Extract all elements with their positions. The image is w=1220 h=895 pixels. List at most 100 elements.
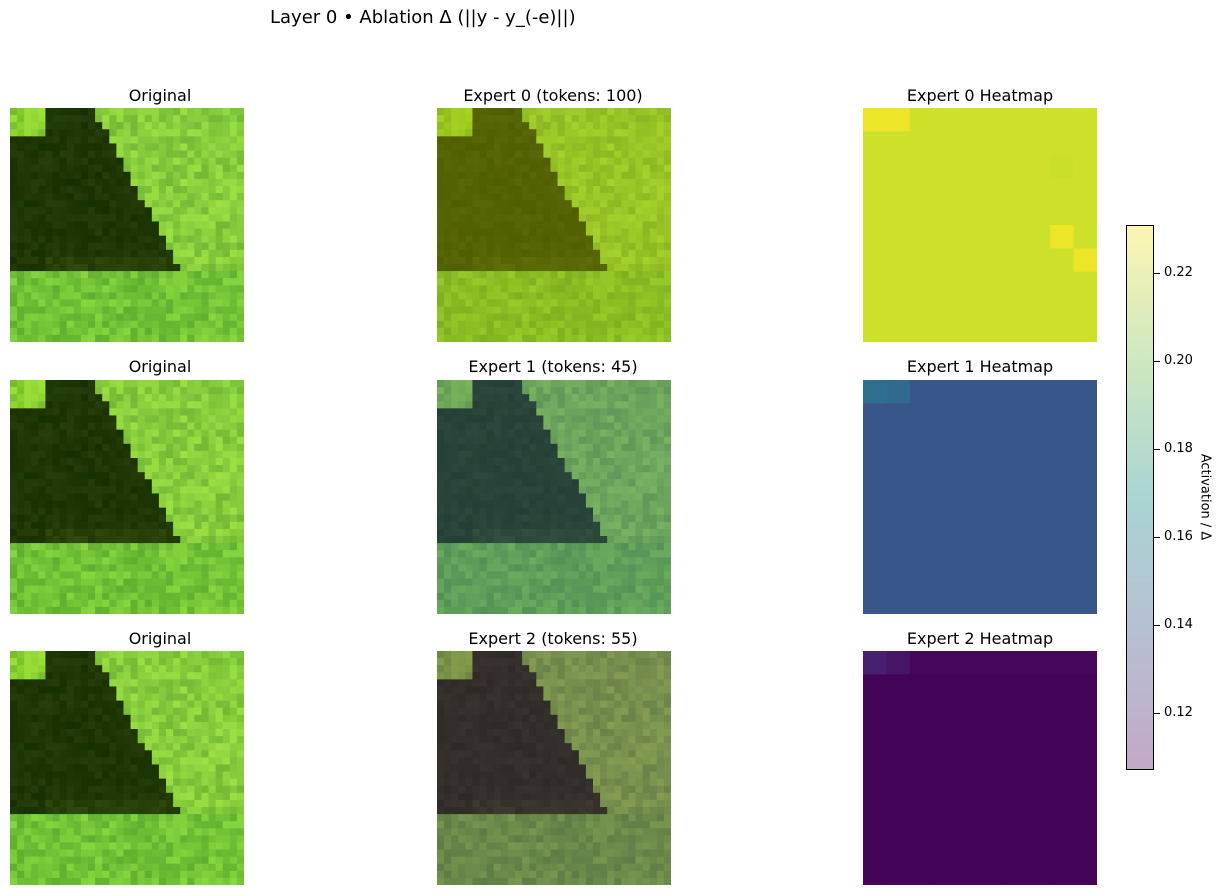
heatmap-cell bbox=[909, 697, 934, 722]
heatmap-cell bbox=[1026, 651, 1051, 676]
heatmap-cell bbox=[886, 791, 911, 816]
heatmap-cell bbox=[980, 473, 1005, 498]
heatmap-cell bbox=[909, 131, 934, 156]
heatmap-cell bbox=[1003, 201, 1028, 226]
heatmap-cell bbox=[1026, 744, 1051, 769]
heatmap-cell bbox=[933, 543, 958, 568]
heatmap-cell bbox=[1073, 520, 1097, 545]
heatmap-cell bbox=[1050, 520, 1075, 545]
heatmap-cell bbox=[1003, 380, 1028, 405]
heatmap-cell bbox=[1003, 131, 1028, 156]
heatmap-cell bbox=[1073, 318, 1097, 342]
heatmap-cell bbox=[886, 426, 911, 451]
heatmap-cell bbox=[886, 473, 911, 498]
heatmap-cell bbox=[863, 201, 888, 226]
heatmap-cell bbox=[933, 721, 958, 746]
heatmap-cell bbox=[1003, 271, 1028, 296]
heatmap-cell bbox=[886, 450, 911, 475]
heatmap-cell bbox=[1003, 403, 1028, 428]
heatmap-cell bbox=[909, 154, 934, 179]
heatmap-cell bbox=[980, 248, 1005, 273]
heatmap-cell bbox=[980, 154, 1005, 179]
heatmap-cell bbox=[956, 108, 981, 133]
heatmap-cell bbox=[886, 248, 911, 273]
heatmap-cell bbox=[1026, 768, 1051, 793]
heatmap-cell bbox=[909, 768, 934, 793]
heatmap-cell bbox=[886, 295, 911, 320]
heatmap-cell bbox=[980, 201, 1005, 226]
heatmap-cell bbox=[933, 838, 958, 863]
heatmap-cell bbox=[863, 791, 888, 816]
heatmap-cell bbox=[1003, 567, 1028, 592]
heatmap-cell bbox=[1003, 318, 1028, 342]
original-title: Original bbox=[128, 357, 192, 376]
heatmap-cell bbox=[863, 520, 888, 545]
heatmap-cell bbox=[1073, 403, 1097, 428]
heatmap-cell bbox=[1026, 201, 1051, 226]
heatmap-cell bbox=[956, 295, 981, 320]
heatmap-cell bbox=[1026, 131, 1051, 156]
heatmap-cell bbox=[980, 108, 1005, 133]
heatmap-cell bbox=[886, 497, 911, 522]
original-title: Original bbox=[128, 86, 192, 105]
heatmap-cell bbox=[1003, 744, 1028, 769]
expert-1-heatmap-title: Expert 1 Heatmap bbox=[906, 357, 1054, 376]
heatmap-cell bbox=[956, 721, 981, 746]
heatmap-cell bbox=[980, 520, 1005, 545]
heatmap-cell bbox=[1003, 590, 1028, 614]
heatmap-cell bbox=[863, 403, 888, 428]
heatmap-cell bbox=[956, 674, 981, 699]
heatmap-cell bbox=[956, 768, 981, 793]
heatmap-cell bbox=[886, 838, 911, 863]
heatmap-cell bbox=[863, 674, 888, 699]
heatmap-cell bbox=[863, 814, 888, 839]
heatmap-cell bbox=[1050, 768, 1075, 793]
heatmap-cell bbox=[1026, 248, 1051, 273]
heatmap-cell bbox=[1003, 178, 1028, 203]
heatmap-cell bbox=[933, 861, 958, 885]
heatmap-cell bbox=[1073, 295, 1097, 320]
heatmap-cell bbox=[980, 768, 1005, 793]
heatmap-cell bbox=[1073, 721, 1097, 746]
heatmap-cell bbox=[956, 814, 981, 839]
heatmap-cell bbox=[863, 108, 888, 133]
heatmap-cell bbox=[1026, 473, 1051, 498]
heatmap-cell bbox=[886, 861, 911, 885]
heatmap-cell bbox=[1050, 497, 1075, 522]
heatmap-cell bbox=[1003, 154, 1028, 179]
heatmap-cell bbox=[909, 520, 934, 545]
heatmap-cell bbox=[886, 108, 911, 133]
heatmap-cell bbox=[1073, 567, 1097, 592]
heatmap-cell bbox=[1050, 154, 1075, 179]
heatmap-cell bbox=[1073, 108, 1097, 133]
heatmap-cell bbox=[1003, 651, 1028, 676]
colorbar bbox=[1126, 225, 1154, 770]
heatmap-cell bbox=[1026, 426, 1051, 451]
heatmap-cell bbox=[1050, 201, 1075, 226]
heatmap-cell bbox=[956, 178, 981, 203]
heatmap-cell bbox=[886, 403, 911, 428]
heatmap-cell bbox=[956, 567, 981, 592]
original-image bbox=[10, 380, 244, 614]
heatmap-cell bbox=[886, 318, 911, 342]
heatmap-cell bbox=[886, 271, 911, 296]
heatmap-cell bbox=[1003, 520, 1028, 545]
heatmap-cell bbox=[1026, 380, 1051, 405]
heatmap-cell bbox=[909, 271, 934, 296]
heatmap-cell bbox=[863, 426, 888, 451]
heatmap-cell bbox=[886, 768, 911, 793]
heatmap-cell bbox=[956, 473, 981, 498]
heatmap-cell bbox=[909, 814, 934, 839]
heatmap-cell bbox=[933, 497, 958, 522]
heatmap-cell bbox=[933, 295, 958, 320]
heatmap-cell bbox=[1073, 744, 1097, 769]
heatmap-cell bbox=[909, 651, 934, 676]
original-title: Original bbox=[128, 629, 192, 648]
heatmap-cell bbox=[1073, 590, 1097, 614]
heatmap-cell bbox=[1003, 721, 1028, 746]
heatmap-cell bbox=[980, 318, 1005, 342]
figure-title: Layer 0 • Ablation Δ (||y - y_(-e)||) bbox=[270, 7, 576, 28]
heatmap-cell bbox=[1073, 380, 1097, 405]
heatmap-cell bbox=[863, 225, 888, 250]
heatmap-cell bbox=[909, 318, 934, 342]
